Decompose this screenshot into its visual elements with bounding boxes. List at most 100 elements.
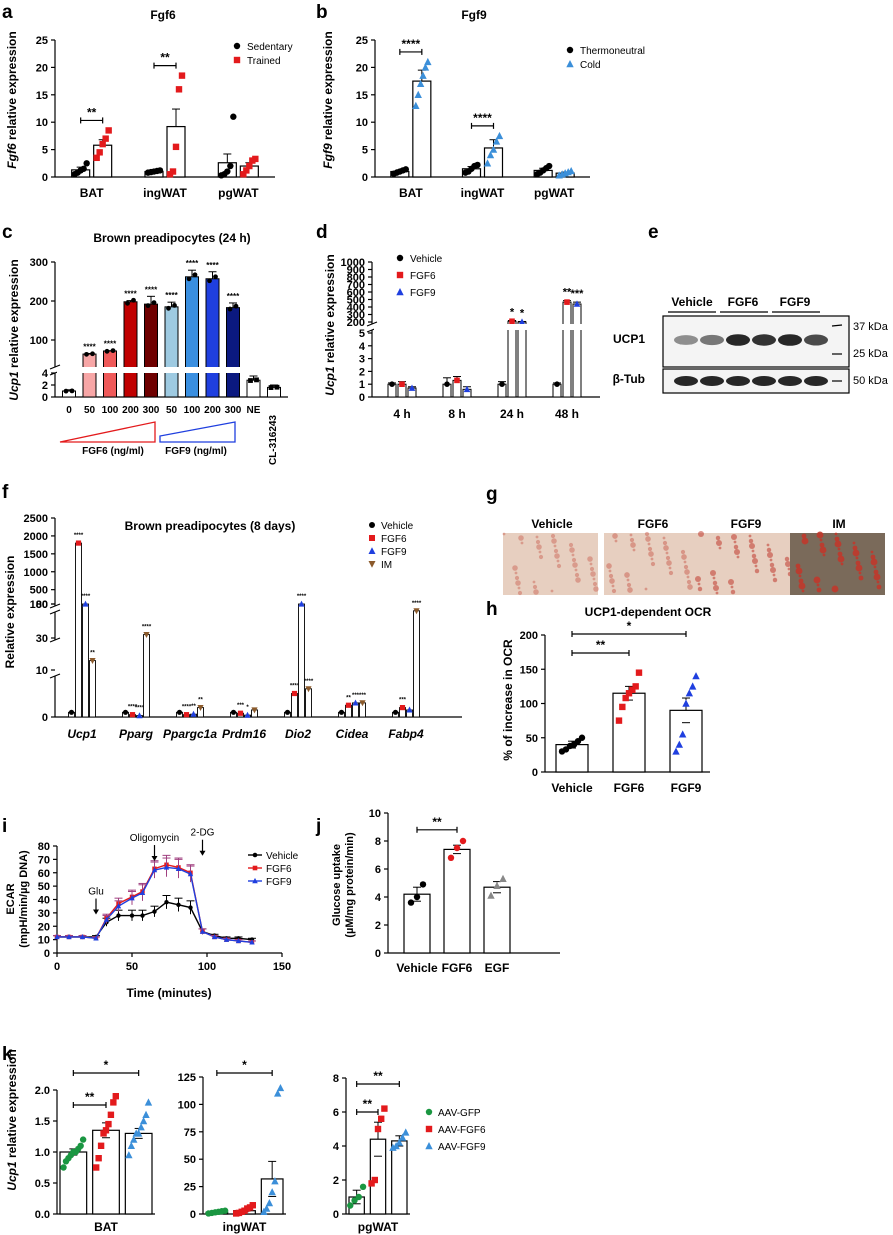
panel-k-bat-data-point	[97, 1142, 105, 1149]
panel-g-lipid-droplet	[650, 561, 656, 567]
panel-b-data-point	[483, 159, 492, 167]
panel-j-data-point	[493, 881, 501, 889]
panel-i-legend-marker	[252, 877, 258, 884]
panel-g-lipid-droplet	[748, 538, 754, 544]
panel-g-lipid-droplet	[816, 531, 824, 539]
panel-f-category-label: Ucp1	[67, 727, 97, 741]
panel-letter-i: i	[2, 816, 7, 837]
panel-c-category-label: 300	[143, 405, 160, 416]
panel-g-lipid-droplet	[589, 566, 595, 572]
panel-f-data-point	[244, 711, 251, 718]
panel-a-data-point	[175, 86, 183, 93]
panel-k-ingwat-y-tick-label: 125	[178, 1072, 196, 1084]
panel-d-category-label: 24 h	[500, 407, 524, 421]
panel-e-tubulin-band	[700, 376, 724, 386]
panel-g-lipid-droplet	[614, 539, 618, 543]
panel-i-data-point	[223, 936, 230, 942]
panel-i-data-point	[164, 899, 169, 905]
panel-h-data-point	[675, 740, 684, 748]
panel-f-data-point	[237, 710, 244, 716]
panel-j-bar	[443, 848, 471, 954]
panel-f-data-point	[345, 702, 352, 708]
panel-d-data-point	[454, 377, 460, 384]
panel-j-ylabel-2: (µM/mg protein/min)	[344, 832, 356, 938]
panel-a-data-point	[93, 154, 100, 162]
panel-i-y-tick-label: 10	[38, 935, 50, 947]
panel-h-data-point	[682, 699, 690, 707]
panel-k-bat-data-point	[93, 1164, 100, 1171]
panel-g-lipid-droplet	[593, 586, 599, 592]
panel-h-y-tick-label: 100	[520, 699, 538, 711]
panel-i-x-tick-label: 50	[126, 961, 138, 973]
panel-i-y-tick-label: 70	[38, 854, 50, 866]
panel-a-data-point	[230, 113, 237, 120]
panel-a-significance-label: **	[160, 51, 170, 65]
panel-k-pgwat-data-point	[355, 1193, 362, 1201]
panel-h-ylabel: % of increase in OCR	[501, 639, 515, 761]
panel-g-image-label: IM	[832, 517, 845, 531]
panel-c-data-point	[233, 303, 239, 309]
panel-g-lipid-droplet	[855, 560, 861, 566]
panel-g-lipid-droplet	[681, 554, 687, 560]
panel-b-data-point	[567, 166, 575, 175]
panel-k-pgwat-y-tick-label: 8	[333, 1073, 339, 1085]
panel-g-lipid-droplet	[589, 562, 593, 566]
panel-f-bar	[75, 542, 82, 718]
panel-f-significance: ****	[182, 705, 192, 711]
panel-g-lipid-droplet	[694, 575, 702, 583]
panel-g-lipid-droplet	[611, 588, 617, 594]
panel-k-bat-data-point	[142, 1110, 150, 1118]
panel-f-data-point	[338, 709, 345, 715]
panel-g-lipid-droplet	[870, 558, 878, 566]
panel-i-data-point	[211, 933, 218, 940]
panel-c-category-cl316243: CL-316243	[268, 415, 279, 465]
panel-g-lipid-droplet	[870, 550, 874, 554]
panel-g-lipid-droplet	[575, 577, 581, 583]
panel-i-data-point	[139, 889, 146, 896]
panel-k-bat-y-tick-label: 1.0	[35, 1147, 50, 1159]
panel-i-data-point	[103, 916, 110, 922]
panel-c-category-label: 300	[225, 405, 242, 416]
panel-letter-d: d	[316, 222, 328, 243]
panel-h-data-point	[578, 734, 586, 741]
panel-g-lipid-droplet	[766, 547, 772, 553]
panel-h-y-tick-label: 150	[520, 664, 538, 676]
panel-d-data-point	[509, 318, 515, 325]
panel-a-data-point	[178, 72, 186, 79]
panel-c-bar	[205, 278, 220, 398]
panel-g-lipid-droplet	[574, 568, 578, 572]
panel-i-ylabel-2: (mpH/min/µg DNA)	[18, 850, 30, 948]
panel-a-title: Fgf6	[150, 8, 176, 22]
panel-c-y-tick-label: 100	[30, 335, 48, 347]
panel-g-lipid-droplet	[852, 549, 860, 557]
panel-g-lipid-droplet	[533, 589, 539, 595]
panel-g-lipid-droplet	[665, 555, 671, 561]
panel-d-significance: **	[563, 287, 572, 299]
panel-k-pgwat-data-point	[398, 1133, 407, 1141]
panel-g-lipid-droplet	[855, 564, 863, 572]
panel-j-bar	[483, 886, 511, 954]
panel-b-title: Fgf9	[461, 8, 487, 22]
panel-k-legend-label: AAV-FGF9	[438, 1142, 486, 1153]
panel-b-data-point	[424, 57, 432, 66]
panel-c-significance: ****	[165, 291, 178, 300]
panel-a-category-label: pgWAT	[218, 186, 259, 200]
panel-k-ingwat-data-point	[271, 1177, 279, 1185]
panel-e-row-label: UCP1	[613, 332, 645, 346]
panel-g-lipid-droplet	[730, 589, 736, 595]
panel-c-data-point	[248, 378, 253, 383]
panel-g-lipid-droplet	[819, 546, 827, 554]
panel-c-data-point	[268, 385, 274, 390]
panel-k-bat-y-tick-label: 0.5	[35, 1178, 50, 1190]
panel-k-legend-label: AAV-FGF6	[438, 1125, 486, 1136]
panel-f-significance: **	[346, 695, 351, 701]
panel-g-lipid-droplet	[873, 565, 877, 569]
panel-c-y-tick-label: 0	[42, 392, 48, 404]
panel-d-legend-marker	[396, 288, 404, 296]
panel-f-axis-break	[49, 609, 61, 615]
panel-i-data-point	[188, 905, 193, 910]
panel-g-lipid-droplet	[798, 578, 804, 584]
panel-f-legend-marker	[368, 547, 376, 554]
panel-b-data-point	[495, 131, 504, 140]
panel-h-category-label: FGF6	[614, 781, 645, 795]
